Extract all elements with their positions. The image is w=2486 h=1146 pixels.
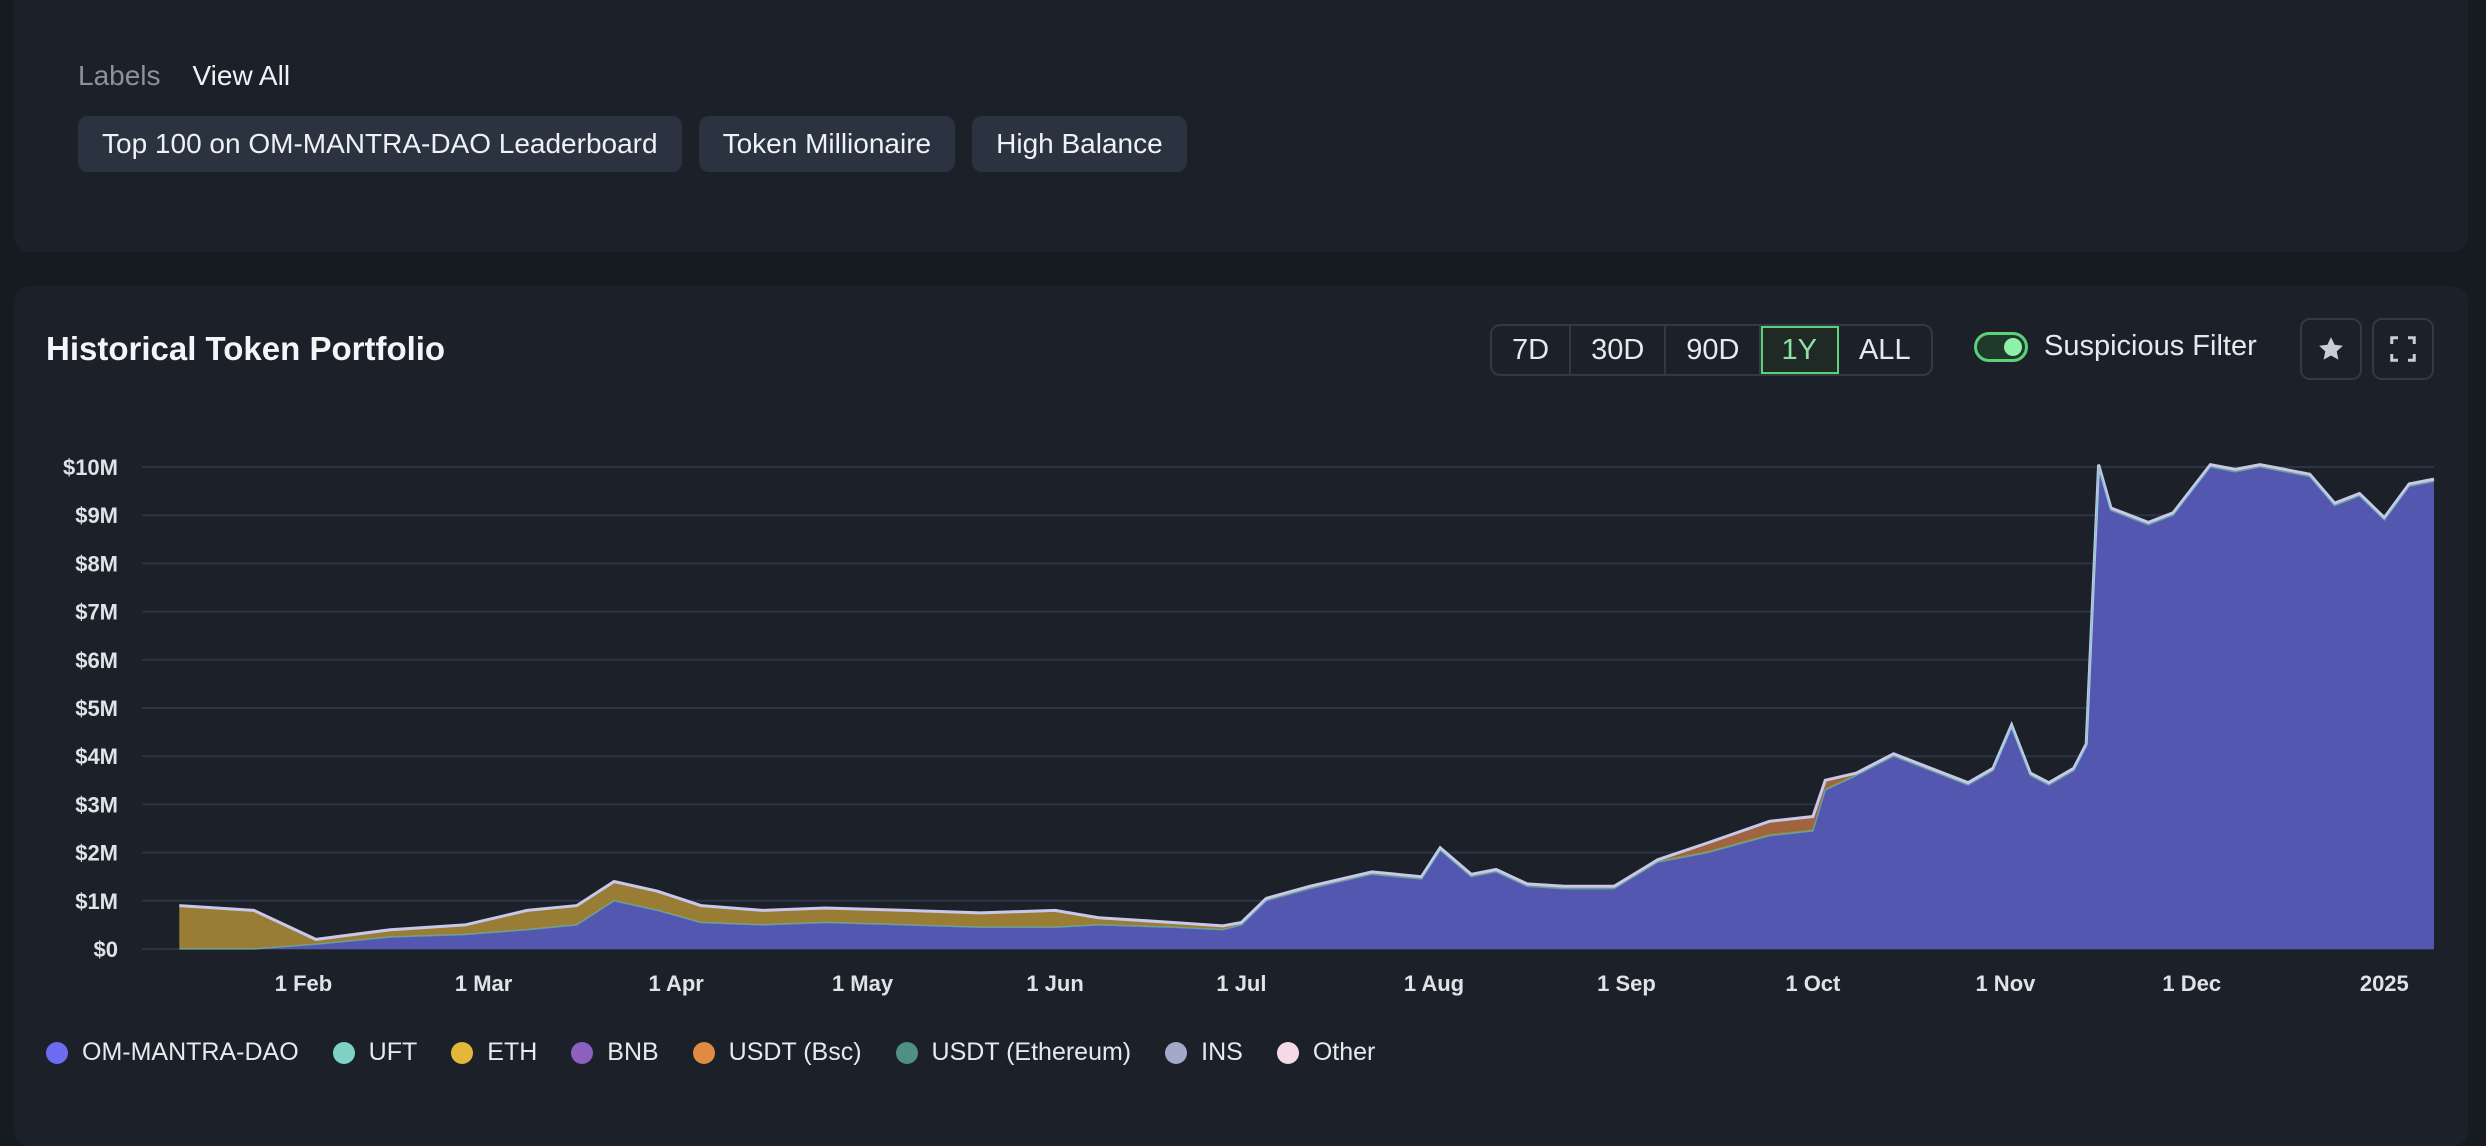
legend-label: USDT (Bsc) [728, 1038, 862, 1066]
legend-dot [451, 1041, 474, 1064]
legend-item[interactable]: OM-MANTRA-DAO [46, 1038, 299, 1067]
x-tick-label: 1 Apr [648, 971, 704, 996]
x-tick-label: 1 Aug [1404, 971, 1464, 996]
range-1y-button[interactable]: 1Y [1761, 326, 1839, 374]
suspicious-filter-toggle[interactable] [1974, 331, 2028, 362]
legend-item[interactable]: BNB [571, 1038, 659, 1067]
y-tick-label: $2M [75, 841, 118, 866]
y-tick-label: $0 [94, 937, 118, 962]
view-all-link[interactable]: View All [192, 60, 291, 91]
legend-item[interactable]: INS [1165, 1038, 1243, 1067]
range-all-button[interactable]: ALL [1858, 334, 1911, 366]
legend-dot [692, 1041, 715, 1064]
time-range-selector: 7D 30D 90D 1Y ALL [1490, 324, 1933, 376]
label-chip-token-millionaire[interactable]: Token Millionaire [698, 116, 956, 172]
portfolio-title: Historical Token Portfolio [46, 330, 446, 367]
legend-dot [571, 1041, 594, 1064]
legend-dot [1276, 1041, 1299, 1064]
x-tick-label: 1 Sep [1597, 971, 1656, 996]
x-tick-label: 1 Dec [2162, 971, 2221, 996]
legend-label: BNB [607, 1038, 659, 1066]
portfolio-card: Historical Token Portfolio 7D 30D 90D 1Y… [14, 286, 2468, 1146]
portfolio-chart: $0$1M$2M$3M$4M$5M$6M$7M$8M$9M$10M 1 Feb 1… [63, 455, 2435, 996]
legend-label: Other [1312, 1038, 1376, 1066]
total-value-line [179, 462, 2435, 941]
toggle-knob [2004, 337, 2022, 356]
label-chips: Top 100 on OM-MANTRA-DAO Leaderboard Tok… [78, 116, 1187, 172]
y-tick-label: $9M [75, 503, 118, 528]
x-tick-label: 1 Jul [1216, 971, 1266, 996]
star-icon [2319, 337, 2343, 360]
label-chip-leaderboard[interactable]: Top 100 on OM-MANTRA-DAO Leaderboard [78, 116, 682, 172]
chart-legend: OM-MANTRA-DAO UFT ETH BNB USDT (Bsc) USDT (Et… [46, 1038, 1375, 1067]
legend-dot [332, 1041, 355, 1064]
legend-label: INS [1201, 1038, 1243, 1066]
x-tick-label: 2025 [2360, 971, 2409, 996]
legend-item[interactable]: ETH [451, 1038, 537, 1067]
y-tick-label: $10M [63, 455, 118, 480]
x-tick-label: 1 Feb [275, 971, 332, 996]
x-tick-label: 1 Nov [1975, 971, 2036, 996]
legend-dot [895, 1041, 918, 1064]
favorite-button[interactable] [2300, 318, 2362, 380]
legend-label: USDT (Ethereum) [931, 1038, 1132, 1066]
y-tick-label: $6M [75, 648, 118, 673]
legend-item[interactable]: USDT (Bsc) [692, 1038, 862, 1067]
legend-item[interactable]: UFT [332, 1038, 418, 1067]
labels-card: Labels View All Top 100 on OM-MANTRA-DAO… [14, 0, 2468, 252]
y-axis: $0 $1M $2M $3M $4M $5M $6M $7M $8M $9M $10M [63, 455, 118, 962]
legend-item[interactable]: Other [1276, 1038, 1376, 1067]
x-tick-label: 1 Mar [455, 971, 513, 996]
y-tick-label: $5M [75, 696, 118, 721]
x-tick-label: 1 Oct [1785, 971, 1841, 996]
range-7d-button[interactable]: 7D [1492, 326, 1572, 374]
series-uft-line [179, 466, 2435, 950]
x-tick-label: 1 May [832, 971, 894, 996]
y-tick-label: $1M [75, 889, 118, 914]
y-tick-label: $4M [75, 744, 118, 769]
labels-heading: Labels [78, 60, 161, 91]
labels-header: Labels View All [78, 60, 290, 92]
y-tick-label: $8M [75, 551, 118, 576]
legend-dot [46, 1041, 68, 1064]
legend-dot [1165, 1041, 1188, 1064]
fullscreen-button[interactable] [2372, 318, 2434, 380]
expand-icon [2390, 336, 2416, 362]
y-tick-label: $3M [75, 792, 118, 817]
legend-label: ETH [487, 1038, 538, 1066]
legend-label: OM-MANTRA-DAO [82, 1038, 299, 1066]
x-tick-label: 1 Jun [1026, 971, 1083, 996]
label-chip-high-balance[interactable]: High Balance [972, 116, 1187, 172]
chart-areas [179, 462, 2435, 950]
series-om-mantra-dao-area [179, 467, 2434, 949]
suspicious-filter-label: Suspicious Filter [2044, 330, 2257, 362]
x-axis: 1 Feb 1 Mar 1 Apr 1 May 1 Jun 1 Jul 1 Aug 1 Sep… [275, 971, 2409, 996]
range-30d-button[interactable]: 30D [1571, 326, 1667, 374]
suspicious-filter: Suspicious Filter [1974, 330, 2257, 363]
legend-item[interactable]: USDT (Ethereum) [895, 1038, 1132, 1067]
range-90d-button[interactable]: 90D [1666, 326, 1762, 374]
y-tick-label: $7M [75, 600, 118, 625]
legend-label: UFT [368, 1038, 418, 1066]
